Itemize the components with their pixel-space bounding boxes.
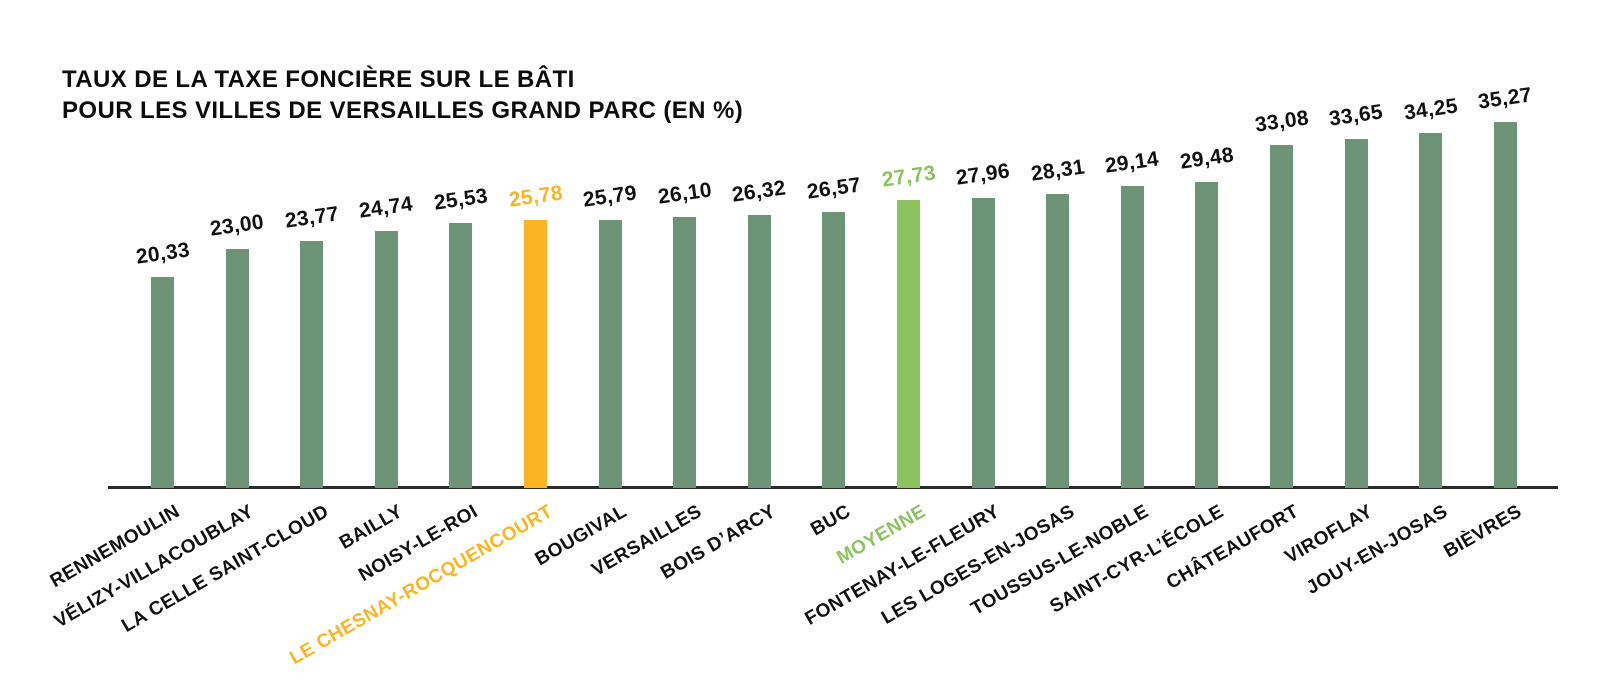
chart-bar [300, 241, 324, 488]
chart-bar [1344, 138, 1368, 488]
chart-bar [151, 277, 174, 488]
chart-bar [971, 197, 995, 488]
chart-bar [1120, 185, 1144, 488]
bar-value-label: 35,27 [1476, 83, 1534, 114]
chart-bar [897, 200, 920, 488]
chart-title-line2: POUR LES VILLES DE VERSAILLES GRAND PARC… [62, 97, 744, 124]
chart-bar [1493, 122, 1517, 488]
chart-bar [524, 220, 547, 488]
chart-bar [673, 217, 697, 488]
chart-bar [1270, 144, 1293, 488]
chart-bar [374, 231, 398, 488]
chart-bar [1419, 132, 1443, 488]
chart-bar [449, 223, 473, 488]
chart-title-line1: TAUX DE LA TAXE FONCIÈRE SUR LE BÂTI [62, 66, 575, 93]
chart-bar [1046, 194, 1070, 488]
chart-bar [747, 214, 771, 488]
chart-bar [1195, 182, 1219, 488]
chart-bar [225, 249, 249, 488]
chart-bar [822, 212, 846, 488]
chart-bar [598, 220, 622, 488]
chart-title: TAUX DE LA TAXE FONCIÈRE SUR LE BÂTI POU… [62, 64, 743, 126]
